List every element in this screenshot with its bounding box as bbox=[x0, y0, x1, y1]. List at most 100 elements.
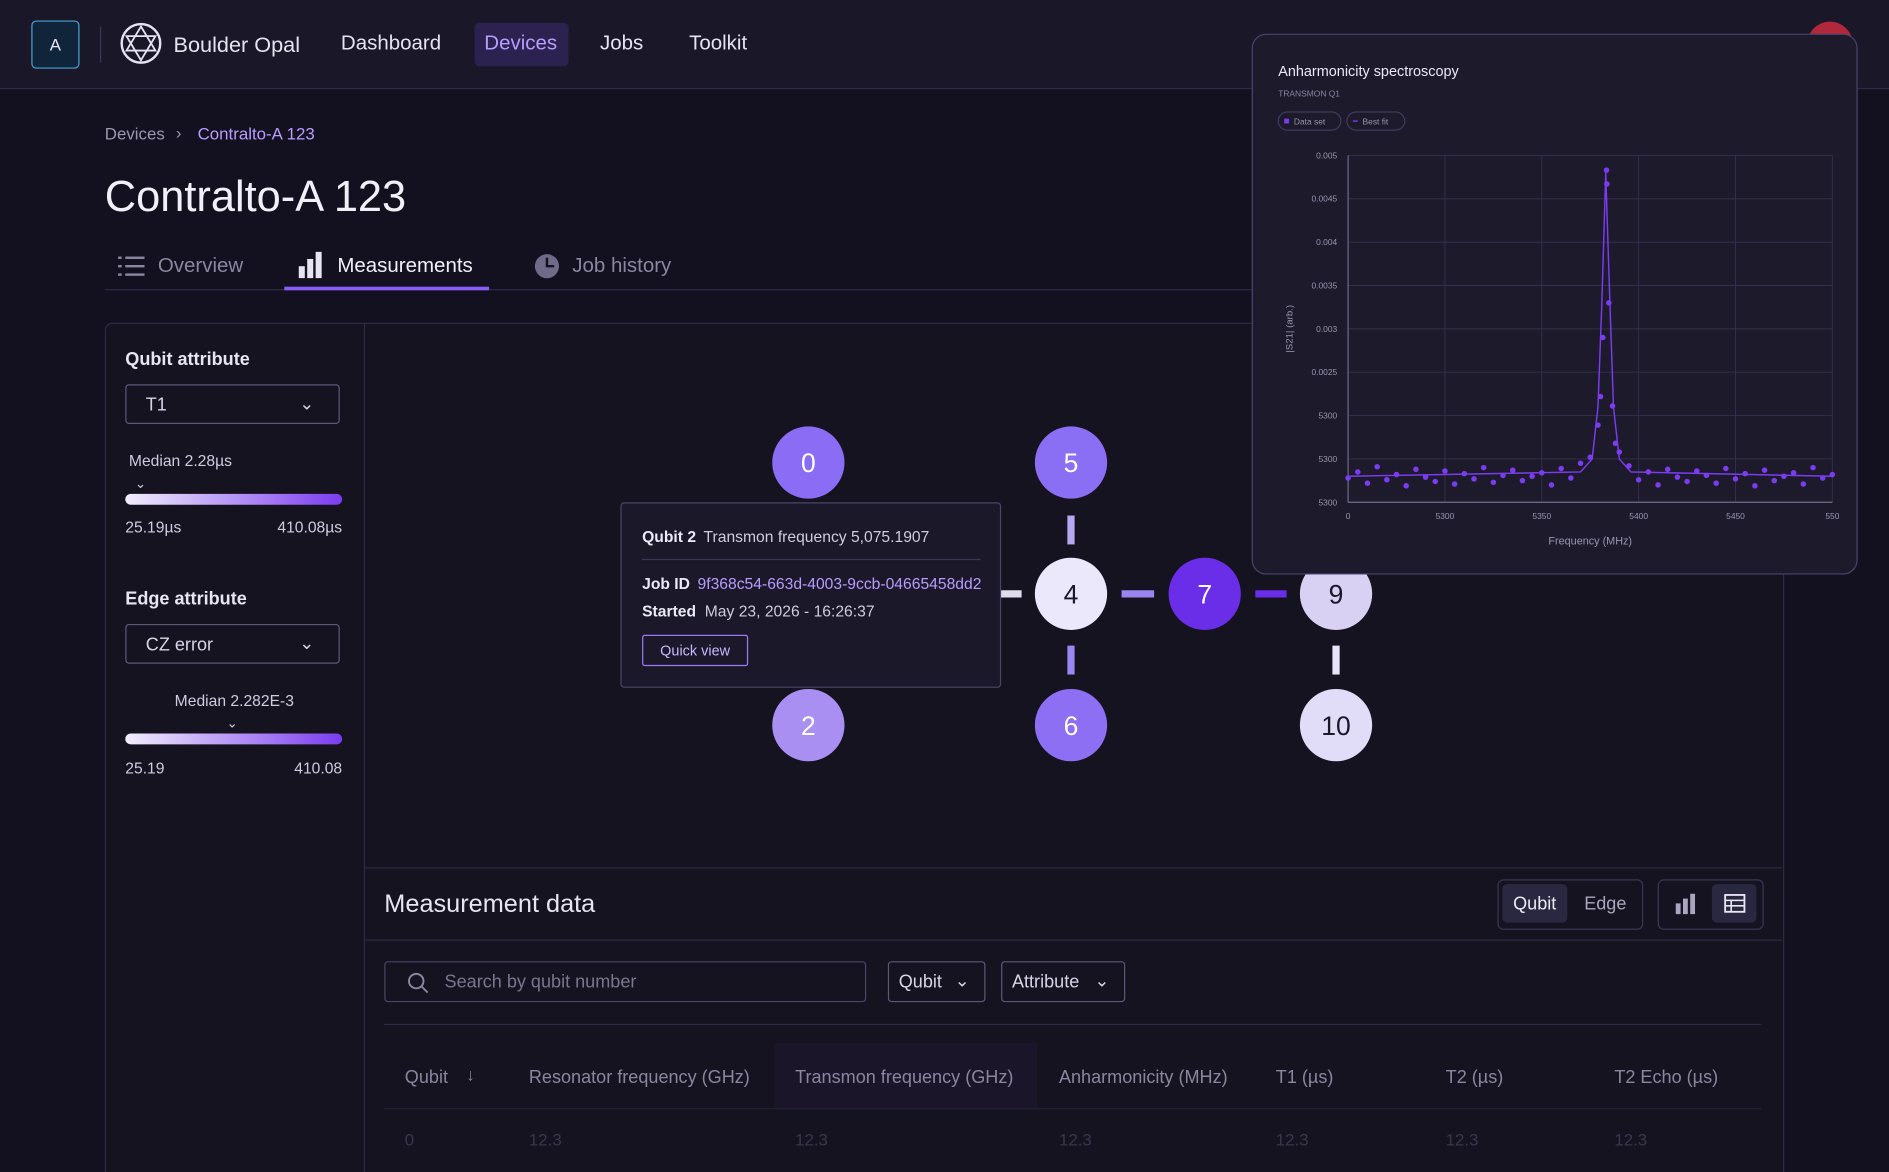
data-point bbox=[1354, 469, 1361, 475]
data-point bbox=[1732, 476, 1739, 482]
chart-view-icon[interactable] bbox=[1675, 893, 1697, 915]
search-box[interactable]: Search by qubit number bbox=[384, 961, 867, 1003]
job-id[interactable]: 9f368c54-663d-4003-9ccb-04665458dd2 bbox=[697, 574, 982, 593]
column-header[interactable]: Anharmonicity (MHz) bbox=[1058, 1067, 1228, 1088]
table-cell: 12.3 bbox=[795, 1129, 828, 1150]
data-point bbox=[1713, 480, 1719, 486]
tab[interactable]: Measurements bbox=[337, 254, 473, 278]
data-point bbox=[1374, 463, 1380, 470]
nav-active-bg bbox=[474, 22, 569, 67]
data-point bbox=[1606, 300, 1612, 306]
brand[interactable]: Boulder Opal bbox=[173, 32, 301, 57]
toggle-active-bg bbox=[1502, 884, 1568, 923]
column-header[interactable]: Qubit bbox=[404, 1067, 448, 1088]
qubit-node[interactable] bbox=[772, 688, 845, 762]
quick-view-button[interactable]: Quick view bbox=[642, 634, 749, 667]
qubit-node[interactable] bbox=[772, 426, 845, 499]
data-point bbox=[1609, 403, 1616, 409]
column-header[interactable]: T1 (µs) bbox=[1275, 1067, 1334, 1088]
filter[interactable]: Qubit ⌄ bbox=[887, 961, 986, 1003]
qubit-node[interactable] bbox=[1299, 688, 1373, 762]
select[interactable]: CZ error ⌄ bbox=[125, 623, 340, 664]
nav-item[interactable]: Toolkit bbox=[689, 31, 748, 55]
data-point bbox=[1781, 473, 1787, 480]
y-tick-label: 0.004 bbox=[1316, 237, 1337, 247]
tab[interactable]: Job history bbox=[572, 254, 672, 278]
data-point bbox=[1664, 466, 1671, 473]
table-cell: 12.3 bbox=[1058, 1129, 1092, 1150]
data-point bbox=[1761, 467, 1768, 473]
nav-item[interactable]: Dashboard bbox=[340, 31, 442, 55]
tab-icon bbox=[298, 251, 322, 279]
data-point bbox=[1393, 471, 1400, 478]
data-point bbox=[1723, 465, 1729, 472]
column-header[interactable]: T2 (µs) bbox=[1445, 1067, 1504, 1088]
avatar[interactable]: A bbox=[31, 20, 80, 69]
table-cell: 12.3 bbox=[1445, 1129, 1479, 1150]
qubit-node[interactable] bbox=[1034, 688, 1108, 762]
started: May 23, 2026 - 16:26:37 bbox=[704, 602, 875, 621]
nav-item[interactable]: Jobs bbox=[599, 31, 644, 55]
y-tick-label: 0.0025 bbox=[1311, 367, 1337, 377]
toggle-option[interactable]: Edge bbox=[1584, 893, 1627, 915]
table-rule bbox=[384, 1108, 1762, 1110]
heading: Qubit attribute bbox=[125, 349, 250, 370]
data-point bbox=[1684, 478, 1690, 485]
data-point bbox=[1422, 474, 1429, 480]
column-header[interactable]: Resonator frequency (GHz) bbox=[528, 1067, 750, 1088]
table-view-active[interactable] bbox=[1711, 884, 1757, 923]
sort-icon[interactable]: ↓ bbox=[466, 1064, 475, 1085]
job-label: Job ID bbox=[642, 574, 690, 593]
section-title: Measurement data bbox=[384, 890, 596, 918]
toggle-option[interactable]: Qubit bbox=[1513, 893, 1557, 915]
search-icon bbox=[408, 972, 429, 994]
x-tick-label: 0 bbox=[1346, 511, 1351, 521]
y-tick-label: 5300 bbox=[1318, 454, 1337, 464]
select-value: CZ error bbox=[145, 634, 214, 656]
x-tick-label: 5350 bbox=[1532, 511, 1551, 521]
column-header[interactable]: Transmon frequency (GHz) bbox=[795, 1067, 1014, 1088]
tab-icon bbox=[118, 256, 145, 276]
data-point bbox=[1471, 476, 1477, 482]
data-point bbox=[1480, 464, 1487, 471]
qubit-node[interactable] bbox=[1168, 557, 1241, 630]
data-point bbox=[1635, 476, 1642, 483]
y-tick-label: 5300 bbox=[1318, 411, 1337, 421]
qubit-label: 2 bbox=[801, 711, 816, 741]
column-header[interactable]: T2 Echo (µs) bbox=[1614, 1067, 1719, 1088]
qubit-node[interactable] bbox=[1034, 426, 1108, 499]
x-tick-label: 5450 bbox=[1726, 511, 1745, 521]
toggle-group bbox=[1497, 879, 1644, 930]
qubit-node[interactable] bbox=[1299, 557, 1373, 630]
tooltip-qubit: Qubit 2 bbox=[642, 527, 697, 546]
breadcrumb[interactable]: Contralto-A 123 bbox=[197, 124, 315, 144]
chart: Anharmonicity spectroscopy TRANSMON Q1 5… bbox=[1277, 64, 1840, 547]
chart-title: Anharmonicity spectroscopy bbox=[1278, 64, 1459, 80]
data-point bbox=[1442, 468, 1448, 474]
data-point bbox=[1790, 470, 1797, 476]
logo bbox=[120, 22, 162, 64]
legend-label: Best fit bbox=[1363, 117, 1389, 127]
chart-popup: Anharmonicity spectroscopy TRANSMON Q1 5… bbox=[1251, 33, 1858, 575]
table-cell: 12.3 bbox=[1614, 1129, 1648, 1150]
filter-label: Attribute bbox=[1011, 972, 1080, 993]
tab[interactable]: Overview bbox=[157, 254, 244, 278]
y-tick-label: 0.0035 bbox=[1311, 280, 1337, 290]
qubit-label: 10 bbox=[1321, 711, 1350, 741]
data-point bbox=[1752, 483, 1758, 489]
x-tick-label: 5400 bbox=[1629, 511, 1648, 521]
nav-item[interactable]: Devices bbox=[484, 31, 558, 55]
range-max: 410.08µs bbox=[277, 517, 343, 537]
select[interactable]: T1 ⌄ bbox=[125, 384, 340, 424]
y-tick-label: 0.0045 bbox=[1311, 194, 1337, 204]
qubit-node[interactable] bbox=[1034, 557, 1108, 630]
breadcrumb-sep: › bbox=[175, 122, 182, 143]
data-point bbox=[1432, 478, 1439, 485]
started-label: Started bbox=[642, 602, 697, 621]
filter[interactable]: Attribute ⌄ bbox=[1001, 961, 1126, 1003]
legend-label: Data set bbox=[1294, 117, 1326, 127]
breadcrumb[interactable]: Devices bbox=[104, 124, 165, 144]
data-point bbox=[1800, 481, 1807, 487]
table-cell: 12.3 bbox=[1275, 1129, 1309, 1150]
